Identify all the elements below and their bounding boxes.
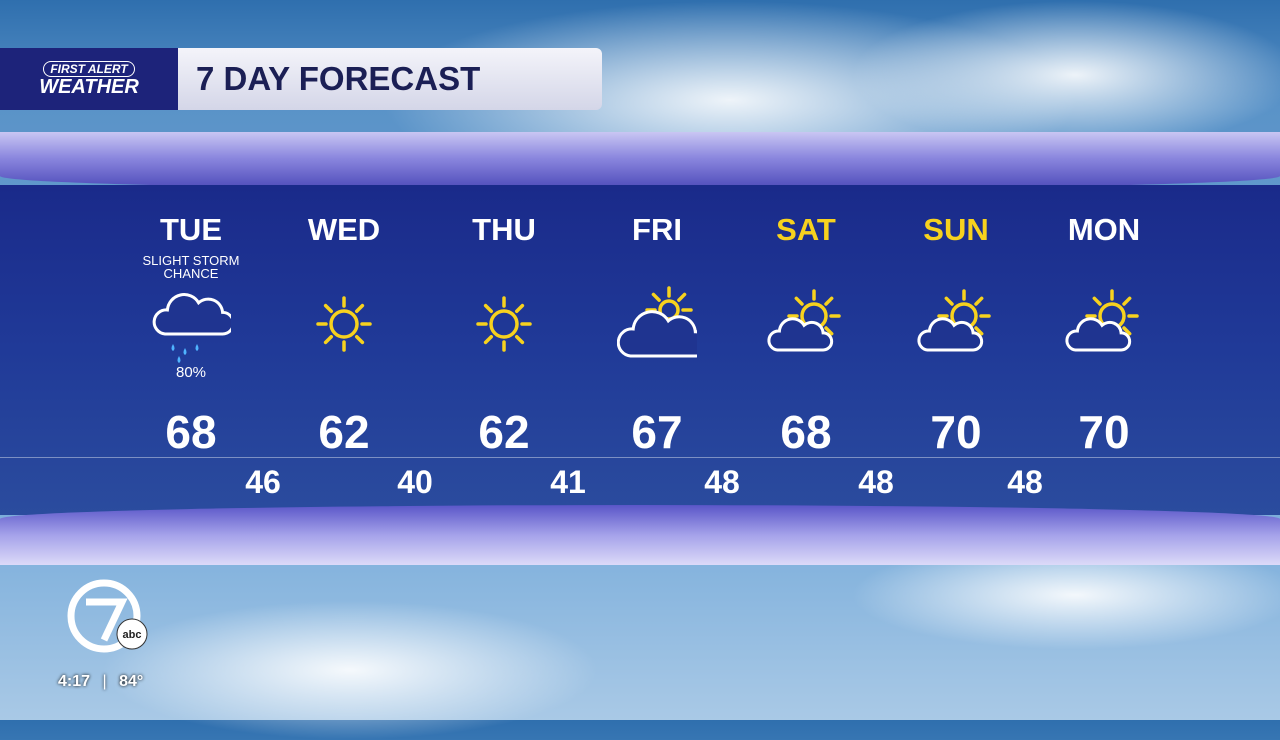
station-logo: abc [66, 578, 156, 663]
low-temp: 48 [1007, 464, 1043, 500]
day-column-fri: FRI [582, 212, 732, 384]
high-temp: 68 [165, 406, 217, 458]
precip-chance [269, 364, 419, 384]
day-column-sat: SAT [731, 212, 881, 384]
condition-text [269, 254, 419, 284]
precip-chance: 80% [175, 364, 207, 381]
time-temp-ticker: 4:17 | 84° [58, 673, 144, 690]
day-column-sun: SUN [881, 212, 1031, 384]
page-title: 7 DAY FORECAST [196, 60, 481, 97]
condition-text [1029, 254, 1179, 284]
high-temp: 68 [780, 406, 832, 458]
day-name: MON [1067, 212, 1141, 247]
partly-sunny-icon [731, 284, 881, 364]
low-temp: 40 [397, 464, 433, 500]
day-name: FRI [632, 212, 682, 247]
header: FIRST ALERT WEATHER 7 DAY FORECAST [0, 48, 602, 110]
day-column-tue: TUE SLIGHT STORM CHANCE 80% [116, 212, 266, 384]
day-name: TUE [160, 212, 222, 247]
precip-chance [1029, 364, 1179, 384]
high-temp: 70 [1078, 406, 1130, 458]
precip-chance [731, 364, 881, 384]
day-column-mon: MON [1029, 212, 1179, 384]
precip-chance [429, 364, 579, 384]
first-alert-weather-logo: FIRST ALERT WEATHER [0, 48, 178, 110]
mostly-cloudy-icon [582, 284, 732, 364]
bottom-band [0, 505, 1280, 565]
current-temp: 84° [119, 673, 144, 690]
cloud [100, 600, 600, 740]
day-column-wed: WED [269, 212, 419, 384]
high-temp: 62 [478, 406, 530, 458]
day-name: SAT [776, 212, 836, 247]
low-temp: 48 [858, 464, 894, 500]
day-name: THU [472, 212, 536, 247]
day-name: WED [307, 212, 381, 247]
low-temp: 46 [245, 464, 281, 500]
condition-text: SLIGHT STORM CHANCE [142, 253, 240, 281]
high-temp: 62 [318, 406, 370, 458]
low-temp: 41 [550, 464, 586, 500]
condition-text [881, 254, 1031, 284]
day-name: SUN [923, 212, 989, 247]
sun-icon [269, 284, 419, 364]
top-band [0, 132, 1280, 190]
high-temp: 70 [930, 406, 982, 458]
divider [0, 457, 1280, 458]
rain-cloud-icon [116, 284, 266, 364]
high-temp: 67 [631, 406, 683, 458]
sun-icon [429, 284, 579, 364]
condition-text [429, 254, 579, 284]
condition-text [731, 254, 881, 284]
condition-text [582, 254, 732, 284]
precip-chance [881, 364, 1031, 384]
time: 4:17 [58, 673, 91, 690]
cloud [850, 0, 1280, 150]
precip-chance [582, 364, 732, 384]
partly-sunny-icon [1029, 284, 1179, 364]
svg-text:abc: abc [123, 629, 142, 641]
partly-sunny-icon [881, 284, 1031, 364]
day-column-thu: THU [429, 212, 579, 384]
low-temp: 48 [704, 464, 740, 500]
